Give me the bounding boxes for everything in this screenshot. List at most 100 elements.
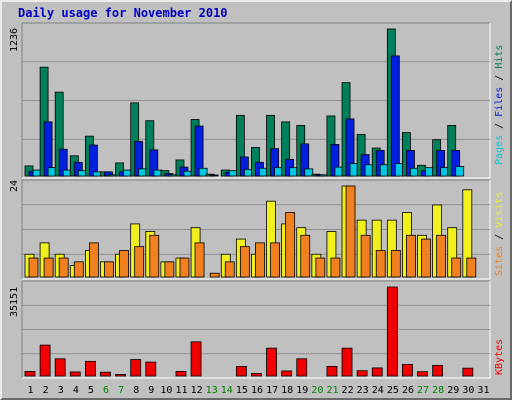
legend-entry-files: Files (494, 87, 505, 117)
bar-sites-day-14 (224, 261, 235, 278)
x-tick-label-day-27: 27 (417, 385, 429, 396)
x-tick-label-day-7: 7 (118, 385, 124, 396)
legend-panel-3: KBytes (494, 339, 505, 375)
bar-sites-day-5 (88, 242, 99, 278)
bar-sites-day-21 (330, 257, 341, 278)
bar-pages-day-12 (198, 167, 208, 177)
bar-kbytes-day-9 (145, 361, 157, 377)
bar-kbytes-day-5 (84, 360, 96, 377)
x-tick-label-day-3: 3 (58, 385, 64, 396)
bar-sites-day-12 (194, 242, 205, 278)
x-tick-label-day-19: 19 (296, 385, 308, 396)
bar-sites-day-18 (285, 212, 296, 278)
bar-sites-day-30 (466, 257, 477, 278)
bar-sites-day-2 (43, 257, 54, 278)
bar-kbytes-day-24 (371, 367, 383, 377)
legend-separator: / (494, 228, 505, 246)
bar-sites-day-13 (209, 272, 220, 278)
bar-kbytes-day-8 (130, 359, 142, 377)
x-tick-label-day-18: 18 (281, 385, 293, 396)
bar-sites-day-19 (300, 234, 311, 278)
bar-kbytes-day-6 (100, 371, 111, 377)
x-tick-label-day-10: 10 (160, 385, 172, 396)
bar-sites-day-22 (345, 185, 356, 278)
x-tick-label-day-30: 30 (462, 385, 474, 396)
bar-sites-day-8 (134, 246, 145, 278)
bar-kbytes-day-12 (190, 341, 202, 377)
bar-sites-day-4 (73, 261, 84, 278)
bar-sites-day-17 (270, 242, 280, 278)
bar-sites-day-7 (119, 250, 129, 278)
bar-files-day-13 (209, 174, 219, 177)
legend-entry-pages: Pages (494, 135, 505, 165)
bar-pages-day-29 (455, 166, 465, 177)
x-tick-label-day-22: 22 (342, 385, 354, 396)
x-tick-label-day-21: 21 (326, 385, 338, 396)
legend-entry-sites: Sites (494, 246, 505, 276)
x-tick-label-day-8: 8 (133, 385, 139, 396)
bar-sites-day-27 (421, 238, 431, 278)
bar-kbytes-day-3 (54, 358, 66, 377)
x-tick-label-day-20: 20 (311, 385, 323, 396)
legend-panel-2: Sites / Visits (494, 192, 505, 276)
bar-sites-day-20 (315, 257, 326, 278)
bar-kbytes-day-7 (115, 374, 126, 377)
bar-kbytes-day-11 (175, 371, 187, 377)
bar-sites-day-25 (390, 250, 401, 278)
bar-kbytes-day-19 (296, 358, 308, 377)
x-tick-label-day-15: 15 (236, 385, 248, 396)
x-tick-label-day-31: 31 (477, 385, 489, 396)
bar-kbytes-day-22 (341, 347, 353, 377)
bar-sites-day-28 (436, 234, 447, 278)
bar-kbytes-day-21 (326, 365, 338, 377)
x-tick-label-day-13: 13 (206, 385, 218, 396)
bar-kbytes-day-25 (386, 286, 398, 377)
bar-kbytes-day-27 (417, 371, 428, 377)
bar-sites-day-26 (406, 234, 416, 278)
bar-sites-day-1 (28, 257, 39, 278)
bar-kbytes-day-2 (39, 344, 51, 377)
x-tick-label-day-24: 24 (372, 385, 384, 396)
x-tick-label-day-12: 12 (191, 385, 203, 396)
chart-title: Daily usage for November 2010 (18, 6, 228, 20)
legend-entry-hits: Hits (494, 45, 505, 69)
x-tick-label-day-9: 9 (148, 385, 154, 396)
x-tick-label-day-28: 28 (432, 385, 444, 396)
bar-sites-day-16 (255, 242, 265, 278)
bar-pages-day-19 (304, 168, 314, 177)
bar-sites-day-9 (149, 234, 160, 278)
legend-separator: / (494, 117, 505, 135)
bar-kbytes-day-15 (235, 365, 247, 377)
bar-files-day-25 (390, 55, 400, 177)
bar-sites-day-15 (239, 246, 250, 278)
x-tick-label-day-17: 17 (266, 385, 278, 396)
x-tick-label-day-6: 6 (103, 385, 109, 396)
x-tick-label-day-14: 14 (221, 385, 233, 396)
bar-sites-day-24 (375, 250, 386, 278)
x-tick-label-day-4: 4 (73, 385, 79, 396)
bar-kbytes-day-28 (432, 364, 444, 377)
bar-sites-day-10 (164, 261, 175, 278)
x-tick-label-day-2: 2 (43, 385, 49, 396)
bar-sites-day-6 (104, 261, 114, 278)
bar-sites-day-3 (58, 257, 69, 278)
bar-kbytes-day-4 (69, 371, 81, 377)
legend-panel-1: Pages / Files / Hits (494, 45, 505, 165)
x-tick-label-day-25: 25 (387, 385, 399, 396)
bar-kbytes-day-16 (251, 373, 262, 377)
x-tick-label-day-29: 29 (447, 385, 459, 396)
x-tick-label-day-23: 23 (357, 385, 369, 396)
x-tick-label-day-26: 26 (402, 385, 414, 396)
bar-kbytes-day-1 (24, 371, 36, 377)
x-tick-label-day-1: 1 (28, 385, 34, 396)
bar-sites-day-11 (179, 257, 190, 278)
bar-sites-day-29 (451, 257, 462, 278)
x-tick-label-day-11: 11 (175, 385, 187, 396)
bar-files-day-5 (88, 144, 98, 177)
bar-kbytes-day-26 (402, 363, 413, 377)
bar-kbytes-day-17 (266, 347, 277, 377)
bar-kbytes-day-30 (462, 367, 474, 377)
bar-sites-day-23 (360, 234, 371, 278)
bar-kbytes-day-23 (356, 370, 368, 377)
